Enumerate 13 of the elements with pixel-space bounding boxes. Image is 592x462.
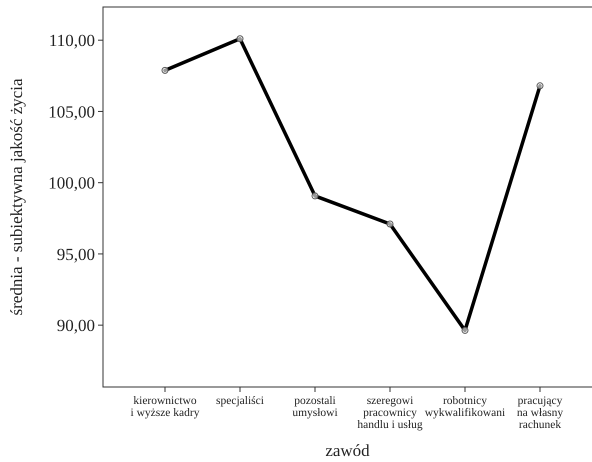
x-tick-label: pozostali umysłowi [292, 395, 338, 419]
x-tick-label: specjaliści [216, 395, 264, 407]
x-tick-label: kierownictwo i wyższe kadry [130, 395, 200, 419]
x-axis-title: zawód [325, 441, 370, 460]
x-tick-label: szeregowi pracownicy handlu i usług [357, 395, 423, 431]
x-tick-label: robotnicy wykwalifikowani [424, 395, 506, 419]
y-tick-label: 90,00 [56, 316, 95, 336]
y-tick-label: 110,00 [48, 31, 95, 50]
y-axis-title: średnia - subiektywna jakość życia [7, 78, 26, 316]
x-tick-label: pracujący na własny rachunek [516, 395, 564, 431]
y-tick-label: 100,00 [48, 174, 95, 193]
y-tick-label: 95,00 [56, 244, 95, 264]
y-tick-label: 105,00 [48, 102, 95, 122]
